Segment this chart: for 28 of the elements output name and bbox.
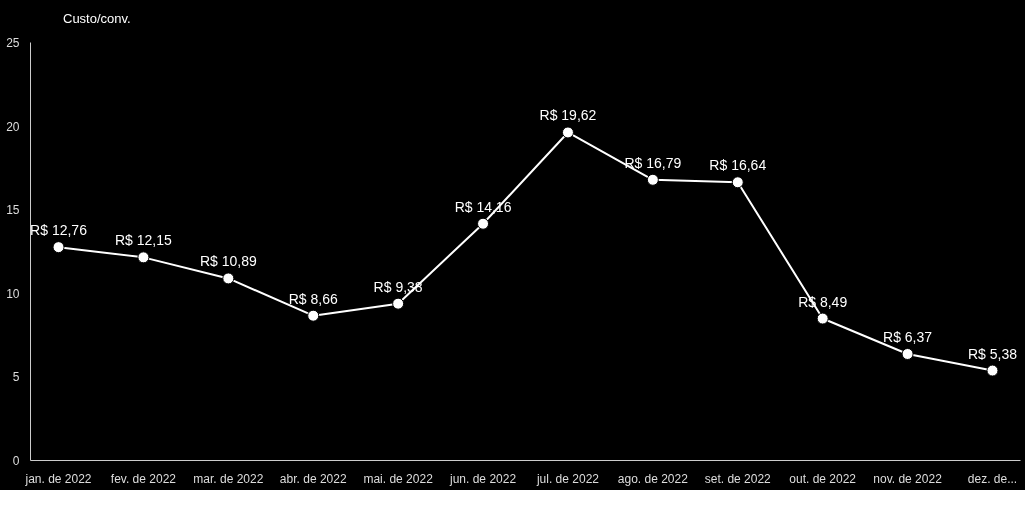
y-tick-label: 10 [6,286,20,301]
y-tick-label: 15 [6,203,20,218]
data-label: R$ 19,62 [539,107,597,124]
data-label: R$ 16,64 [709,157,767,174]
data-label: R$ 5,38 [967,345,1018,362]
x-tick-label: out. de 2022 [789,471,857,486]
x-tick-label: jun. de 2022 [449,471,517,486]
data-label: R$ 8,66 [288,290,338,307]
x-tick-label: ago. de 2022 [617,471,689,486]
data-label: R$ 12,15 [115,232,173,249]
data-label: R$ 6,37 [883,328,933,345]
y-tick-label: 25 [6,36,20,50]
data-label: R$ 12,76 [30,222,88,239]
x-tick-label: nov. de 2022 [873,471,943,486]
y-tick-label: 20 [6,119,20,134]
data-label: R$ 16,79 [624,154,682,171]
x-tick-label: mar. de 2022 [193,471,264,486]
x-tick-label: fev. de 2022 [110,471,177,486]
y-tick-label: 0 [12,454,20,468]
x-tick-label: abr. de 2022 [279,471,347,486]
x-tick-label: mai. de 2022 [363,471,434,486]
x-tick-label: set. de 2022 [704,471,772,486]
data-label: R$ 10,89 [199,253,257,270]
x-tick-label: dez. de... [967,471,1018,486]
x-tick-label: jul. de 2022 [535,471,600,486]
x-tick-label: jan. de 2022 [24,471,92,486]
text: Custo/conv. [63,10,131,26]
y-tick-label: 5 [12,370,20,385]
